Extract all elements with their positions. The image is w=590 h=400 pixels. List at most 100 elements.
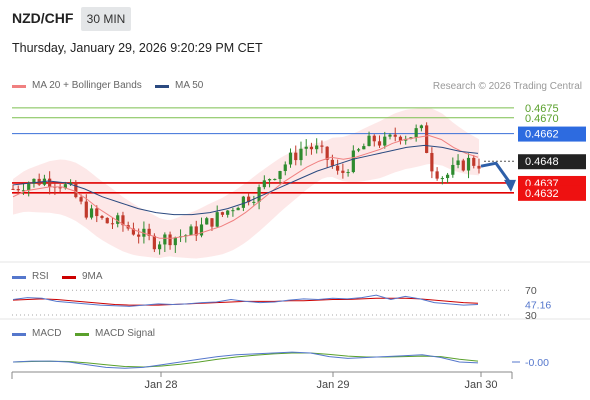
macd-signal-legend-swatch — [75, 333, 89, 336]
candle-body — [445, 174, 450, 179]
candle-body — [100, 216, 104, 218]
candle-body — [158, 244, 162, 250]
x-tick-label-Jan 30: Jan 30 — [464, 379, 497, 391]
candle-body — [168, 234, 172, 246]
level-box-0.4632 — [518, 185, 586, 201]
candle-body — [341, 170, 345, 173]
candle-body — [419, 125, 424, 129]
level-label-0.4632: 0.4632 — [525, 188, 559, 200]
candle-body — [456, 160, 460, 165]
candle-body — [147, 228, 151, 236]
macd-signal-line — [12, 352, 479, 368]
candle-body — [257, 187, 261, 202]
candle-body — [430, 152, 434, 172]
candle-body — [267, 179, 272, 181]
candle-body — [11, 188, 15, 190]
candle-body — [315, 145, 319, 150]
candle-body — [226, 210, 230, 215]
candle-body — [320, 145, 324, 147]
candle-body — [346, 172, 350, 174]
candle-body — [466, 157, 471, 171]
candle-body — [220, 212, 225, 215]
candle-body — [110, 223, 115, 225]
candle-body — [116, 215, 120, 224]
forecast-arrow-head — [504, 179, 516, 192]
candle-body — [304, 146, 308, 149]
candle-body — [393, 134, 397, 137]
rsi-line — [12, 294, 479, 307]
ma50-legend-swatch — [155, 85, 169, 88]
ma20-legend-label: MA 20 + Bollinger Bands — [32, 80, 142, 91]
rsi-ma-legend-swatch — [62, 276, 76, 279]
macd-line — [12, 351, 479, 369]
candle-body — [199, 224, 204, 236]
chart-credit: Research © 2026 Trading Central — [432, 81, 582, 92]
candle-body — [351, 150, 355, 173]
candle-body — [336, 165, 340, 171]
level-label-0.4662: 0.4662 — [525, 129, 559, 141]
candle-body — [388, 134, 392, 137]
level-label-0.4670: 0.4670 — [525, 113, 559, 125]
candle-body — [152, 235, 156, 250]
candle-body — [215, 212, 219, 227]
candle-body — [477, 165, 481, 169]
candle-body — [362, 146, 366, 150]
candle-body — [163, 234, 167, 245]
rsi-ma-legend-label: 9MA — [82, 271, 103, 282]
level-label-0.4675: 0.4675 — [525, 103, 559, 115]
candle-body — [58, 187, 62, 189]
candle-body — [241, 196, 245, 208]
level-box-0.4648 — [518, 154, 586, 170]
ma50-line — [12, 144, 479, 216]
candle-body — [472, 157, 476, 166]
candle-body — [173, 237, 177, 246]
rsi-current-value: 47.16 — [525, 299, 551, 311]
forecast-arrow — [480, 161, 512, 184]
candle-body — [309, 146, 314, 150]
symbol-title: NZD/CHF — [12, 10, 74, 26]
candle-body — [288, 152, 293, 165]
candle-body — [137, 234, 141, 237]
candle-body — [189, 226, 193, 236]
rsi-tick-70: 70 — [525, 285, 537, 297]
candle-body — [16, 189, 20, 191]
level-box-0.4662 — [518, 126, 586, 142]
ma20-line — [12, 135, 479, 239]
candle-body — [210, 218, 214, 227]
timeframe-button[interactable]: 30 MIN — [81, 7, 131, 31]
rsi-legend-swatch — [12, 276, 26, 279]
macd-signal-legend-label: MACD Signal — [95, 328, 156, 339]
candle-body — [27, 183, 31, 191]
candle-body — [68, 182, 73, 185]
candle-body — [435, 171, 439, 179]
candle-body — [356, 149, 361, 151]
rsi-value-box — [518, 297, 556, 311]
candle-body — [231, 210, 235, 212]
candle-body — [398, 136, 403, 141]
candle-body — [377, 141, 382, 146]
level-label-0.4648: 0.4648 — [525, 156, 559, 168]
candle-body — [236, 207, 240, 211]
candle-body — [451, 164, 455, 175]
candle-body — [262, 180, 266, 188]
candle-body — [63, 184, 67, 189]
x-tick-label-Jan 29: Jan 29 — [316, 379, 349, 391]
candle-body — [205, 218, 209, 225]
macd-legend-swatch — [12, 333, 26, 336]
candle-body — [121, 215, 125, 226]
chart-datetime: Thursday, January 29, 2026 9:20:29 PM CE… — [12, 41, 263, 55]
macd-legend-label: MACD — [32, 328, 62, 339]
candle-body — [425, 125, 429, 153]
candle-body — [247, 196, 251, 203]
candle-body — [383, 136, 387, 146]
candle-body — [461, 160, 465, 171]
candle-body — [299, 148, 303, 161]
candle-body — [273, 178, 277, 180]
candle-body — [252, 201, 256, 203]
candle-body — [131, 228, 136, 235]
candle-body — [79, 197, 83, 202]
candle-body — [294, 152, 298, 161]
candle-body — [372, 135, 376, 142]
candle-body — [21, 190, 26, 192]
